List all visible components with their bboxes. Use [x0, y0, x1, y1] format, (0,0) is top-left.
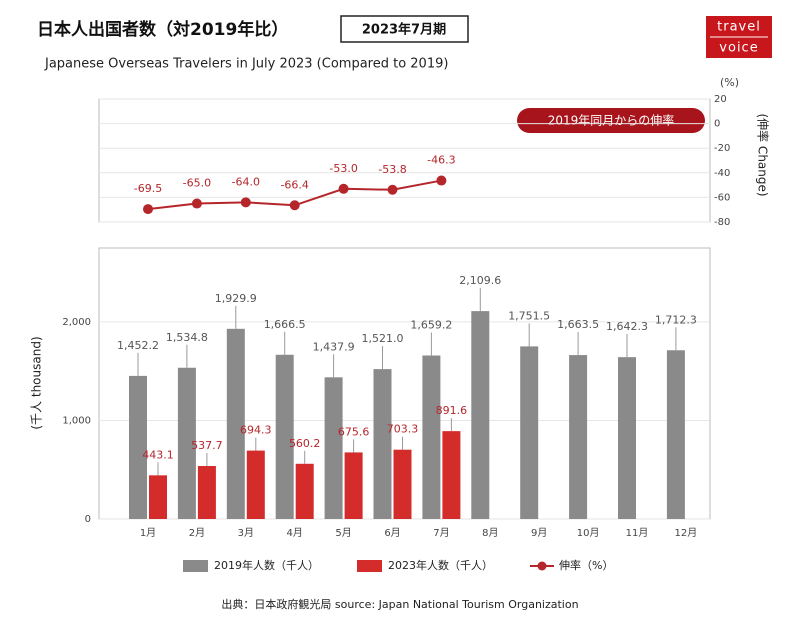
data-label: 1,642.3: [606, 320, 648, 333]
y-tick-label: 0: [85, 514, 91, 525]
legend-label: 2019年人数（千人）: [214, 558, 319, 572]
x-tick-label: 1月: [140, 527, 156, 539]
y2-label: (伸率 Change): [756, 113, 771, 196]
bar: [442, 431, 461, 519]
point: [191, 198, 202, 209]
data-label: 675.6: [338, 425, 370, 438]
bar: [246, 450, 265, 519]
data-label: 1,929.9: [215, 292, 257, 305]
y-tick-label: 1,000: [62, 415, 91, 426]
x-tick-label: 8月: [482, 527, 498, 539]
data-label: 1,521.0: [362, 332, 404, 345]
bar: [393, 449, 412, 519]
legend-swatch: [183, 560, 208, 572]
data-label: -53.0: [329, 162, 357, 175]
badge-box: [340, 15, 469, 43]
data-label: 1,659.2: [410, 318, 452, 331]
data-label: -53.8: [378, 163, 406, 176]
bar: [520, 346, 539, 519]
title: 日本人出国者数（対2019年比）: [37, 19, 288, 40]
bar: [324, 377, 343, 519]
data-label: 1,437.9: [313, 340, 355, 353]
bar: [471, 311, 490, 519]
bar: [295, 463, 314, 519]
source: 出典：日本政府観光局 source: Japan National Touris…: [221, 597, 578, 611]
legend-label: 伸率（%）: [559, 558, 613, 572]
logo-bottom: voice: [719, 41, 758, 56]
data-label: 537.7: [191, 439, 223, 452]
point: [338, 183, 349, 194]
data-label: -65.0: [183, 177, 211, 190]
data-label: 891.6: [436, 404, 468, 417]
data-label: 1,712.3: [655, 313, 697, 326]
x-tick-label: 4月: [287, 527, 303, 539]
y-tick-label: 20: [714, 94, 727, 105]
bar: [422, 355, 441, 519]
data-label: 694.3: [240, 424, 272, 437]
bar: [177, 367, 196, 519]
legend-label: 2023年人数（千人）: [388, 558, 493, 572]
bar: [129, 375, 147, 519]
bar: [666, 350, 685, 519]
data-label: -69.5: [134, 182, 162, 195]
data-label: 2,109.6: [459, 274, 501, 287]
y-tick-label: -40: [714, 168, 730, 179]
bar: [618, 357, 636, 519]
y-tick-label: -20: [714, 143, 730, 154]
y-tick-label: -60: [714, 192, 730, 203]
y-tick-label: 0: [714, 119, 720, 130]
data-label: 1,751.5: [508, 309, 550, 322]
x-tick-label: 9月: [531, 527, 547, 539]
x-tick-label: 7月: [433, 527, 449, 539]
bar: [344, 452, 363, 519]
point: [289, 200, 300, 211]
x-tick-label: 3月: [238, 527, 254, 539]
data-label: 1,666.5: [264, 318, 306, 331]
bar: [373, 369, 392, 519]
data-label: 443.1: [142, 448, 174, 461]
data-label: -66.4: [280, 178, 308, 191]
annotation: 2019年同月からの伸率: [548, 113, 675, 128]
x-tick-label: 11月: [626, 527, 649, 539]
y-unit: (%): [720, 76, 739, 89]
data-label: 1,663.5: [557, 318, 599, 331]
point: [240, 197, 251, 208]
x-tick-label: 6月: [384, 527, 400, 539]
annotation-box: [517, 108, 705, 133]
logo-top: travel: [717, 20, 761, 35]
bar: [569, 355, 588, 519]
x-tick-label: 2月: [189, 527, 205, 539]
x-tick-label: 12月: [675, 527, 698, 539]
bar: [149, 475, 167, 519]
bar: [226, 328, 245, 519]
legend-swatch: [357, 560, 382, 572]
data-label: 1,534.8: [166, 331, 208, 344]
data-label: 560.2: [289, 437, 321, 450]
point: [143, 204, 153, 215]
data-label: 1,452.2: [117, 339, 159, 352]
data-label: 703.3: [387, 423, 419, 436]
badge: 2023年7月期: [362, 22, 446, 38]
data-label: -46.3: [427, 154, 455, 167]
legend-swatch: [537, 561, 547, 571]
data-label: -64.0: [232, 175, 260, 188]
bar: [197, 466, 216, 519]
y-tick-label: 2,000: [62, 317, 91, 328]
y-tick-label: -80: [714, 217, 730, 228]
x-tick-label: 10月: [577, 527, 600, 539]
point: [387, 184, 398, 195]
point: [436, 175, 447, 186]
x-tick-label: 5月: [335, 527, 351, 539]
bar: [275, 354, 294, 519]
y-label: (千人 thousand): [30, 336, 44, 429]
subtitle: Japanese Overseas Travelers in July 2023…: [44, 57, 448, 72]
